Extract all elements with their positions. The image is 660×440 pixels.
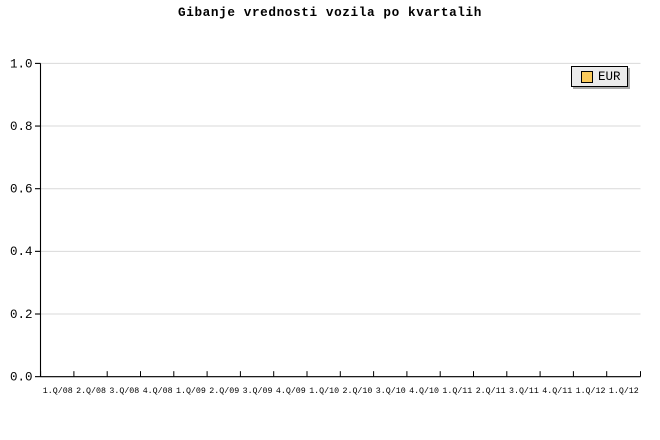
svg-text:0.2: 0.2 — [10, 308, 33, 322]
svg-text:3.Q/09: 3.Q/09 — [243, 386, 273, 396]
svg-text:4.Q/08: 4.Q/08 — [143, 386, 173, 396]
svg-text:2.Q/09: 2.Q/09 — [209, 386, 239, 396]
svg-text:2.Q/08: 2.Q/08 — [76, 386, 106, 396]
svg-text:0.0: 0.0 — [10, 371, 33, 385]
svg-text:3.Q/08: 3.Q/08 — [109, 386, 139, 396]
svg-text:3.Q/10: 3.Q/10 — [376, 386, 406, 396]
svg-text:2.Q/10: 2.Q/10 — [343, 386, 373, 396]
svg-text:3.Q/11: 3.Q/11 — [509, 386, 539, 396]
svg-text:1.Q/09: 1.Q/09 — [176, 386, 206, 396]
svg-text:4.Q/11: 4.Q/11 — [542, 386, 572, 396]
svg-text:0.8: 0.8 — [10, 120, 33, 134]
svg-text:2.Q/11: 2.Q/11 — [476, 386, 506, 396]
svg-text:1.Q/08: 1.Q/08 — [43, 386, 73, 396]
svg-text:1.Q/11: 1.Q/11 — [442, 386, 472, 396]
svg-text:1.0: 1.0 — [10, 58, 33, 72]
svg-text:1.Q/12: 1.Q/12 — [609, 386, 639, 396]
svg-text:1.Q/10: 1.Q/10 — [309, 386, 339, 396]
svg-text:0.4: 0.4 — [10, 245, 33, 259]
svg-text:0.6: 0.6 — [10, 183, 33, 197]
svg-text:1.Q/12: 1.Q/12 — [576, 386, 606, 396]
svg-text:4.Q/10: 4.Q/10 — [409, 386, 439, 396]
svg-text:4.Q/09: 4.Q/09 — [276, 386, 306, 396]
